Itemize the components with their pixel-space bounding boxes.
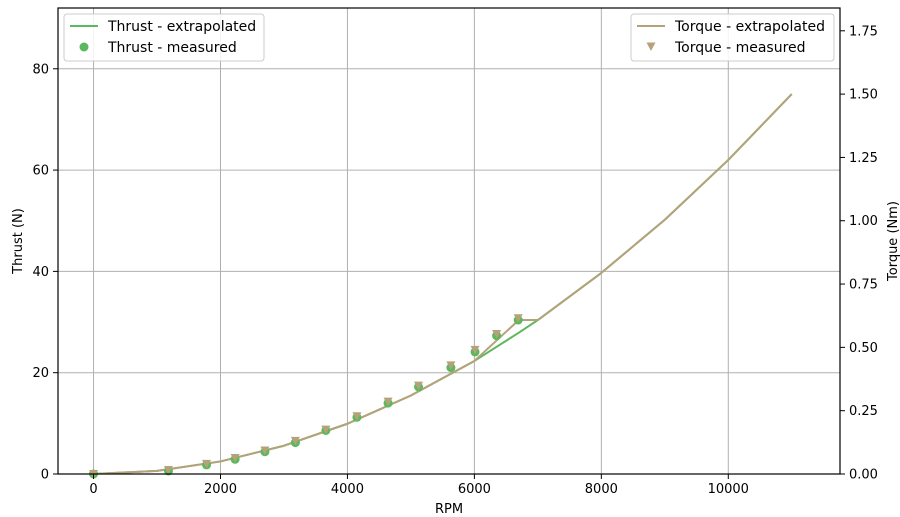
y-left-tick-label: 0 bbox=[41, 468, 49, 483]
legend-thrust-marker-swatch bbox=[79, 42, 89, 52]
data-point bbox=[446, 361, 456, 370]
y-left-tick-label: 20 bbox=[32, 366, 49, 381]
y-right-tick-label: 1.75 bbox=[849, 24, 878, 39]
data-point bbox=[202, 459, 212, 469]
x-tick-label: 4000 bbox=[331, 482, 364, 497]
data-point bbox=[414, 381, 424, 391]
legend-left: Thrust - extrapolated Thrust - measured bbox=[63, 13, 265, 62]
legend-right-box bbox=[630, 13, 835, 62]
legend-thrust-extrapolated: Thrust - extrapolated bbox=[107, 19, 256, 35]
y-right-tick-label: 1.25 bbox=[849, 151, 878, 166]
y-right-tick-label: 1.50 bbox=[849, 88, 878, 103]
x-tick-label: 6000 bbox=[458, 482, 491, 497]
x-tick-label: 8000 bbox=[585, 482, 618, 497]
y-left-tick-label: 80 bbox=[32, 62, 49, 77]
legend-torque-extrapolated: Torque - extrapolated bbox=[674, 19, 825, 35]
legend-torque-measured: Torque - measured bbox=[674, 40, 806, 56]
x-tick-label: 2000 bbox=[204, 482, 237, 497]
x-tick-label: 0 bbox=[89, 482, 97, 497]
y-right-tick-label: 1.00 bbox=[849, 214, 878, 229]
series-2 bbox=[93, 93, 793, 474]
legend-torque-marker-swatch bbox=[646, 42, 656, 51]
data-point bbox=[383, 397, 393, 407]
y-right-tick-label: 0.00 bbox=[849, 468, 878, 483]
data-point bbox=[321, 425, 331, 435]
series-points-3 bbox=[89, 314, 523, 479]
legend-right: Torque - extrapolated Torque - measured bbox=[630, 13, 835, 62]
axes-layer: 0 2000 4000 6000 8000 10000 0 20 40 60 80 0.00 0.25 0… bbox=[32, 24, 878, 497]
data-point bbox=[352, 412, 362, 421]
data-point bbox=[260, 446, 270, 455]
data-point bbox=[290, 436, 300, 446]
legend-thrust-measured: Thrust - measured bbox=[107, 40, 237, 56]
y-right-tick-label: 0.75 bbox=[849, 278, 878, 293]
plot-frame bbox=[57, 7, 841, 475]
y-axis-right-label: Torque (Nm) bbox=[886, 201, 900, 282]
y-left-tick-label: 60 bbox=[32, 164, 49, 179]
data-point bbox=[163, 465, 173, 475]
y-axis-left-label: Thrust (N) bbox=[11, 208, 26, 275]
y-right-tick-label: 0.25 bbox=[849, 404, 878, 419]
series-layer bbox=[89, 93, 793, 479]
data-point bbox=[230, 454, 240, 463]
legend-left-box bbox=[63, 13, 265, 62]
data-point bbox=[492, 329, 502, 339]
series-line bbox=[93, 93, 793, 474]
data-point bbox=[470, 345, 480, 355]
data-point bbox=[513, 314, 523, 323]
x-axis-label: RPM bbox=[435, 502, 463, 517]
y-left-tick-label: 40 bbox=[32, 265, 49, 280]
x-tick-label: 10000 bbox=[708, 482, 749, 497]
y-right-tick-label: 0.50 bbox=[849, 341, 878, 356]
